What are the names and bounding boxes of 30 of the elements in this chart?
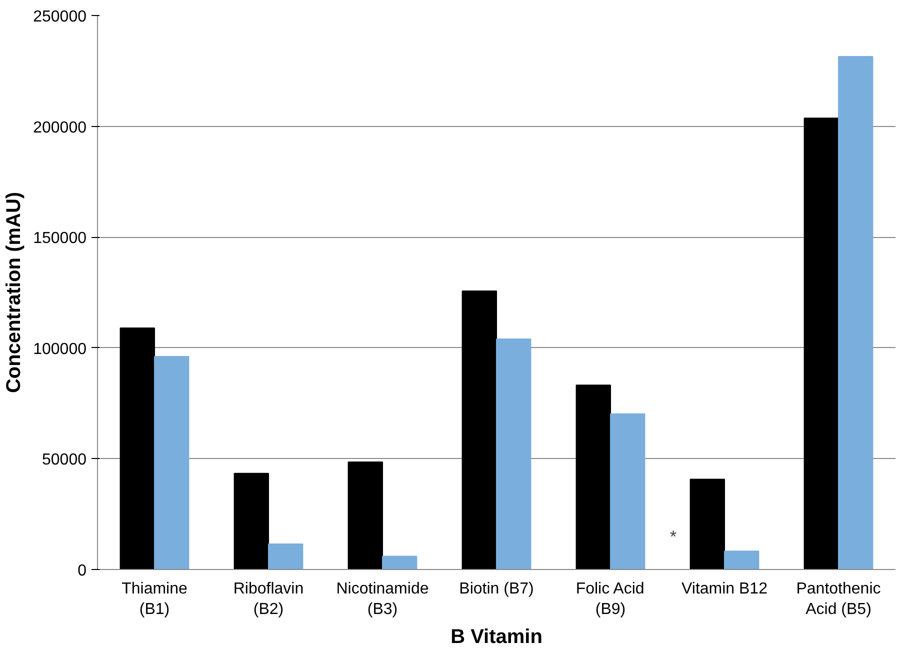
- x-tick-label: Thiamine (B1): [122, 580, 188, 618]
- bar: [154, 356, 190, 570]
- annotation: *: [670, 526, 677, 546]
- y-tick-label: 200000: [33, 119, 87, 136]
- bar: [382, 556, 418, 570]
- y-tick-label: 0: [78, 562, 87, 580]
- y-tick-label: 250000: [33, 8, 87, 26]
- x-tick-label: Vitamin B12: [682, 580, 768, 598]
- bar: [120, 327, 155, 570]
- x-tick-label: Biotin (B7): [459, 580, 534, 598]
- bar: [576, 384, 611, 570]
- bar: [268, 544, 304, 570]
- bar: [838, 56, 874, 570]
- x-tick-label: Pantothenic Acid (B5): [796, 580, 881, 618]
- x-axis-title: B Vitamin: [450, 626, 542, 648]
- bar: [348, 462, 383, 570]
- bar: [804, 118, 839, 570]
- bar: [690, 478, 725, 570]
- bar: [234, 472, 269, 570]
- y-tick-label: 150000: [33, 230, 87, 248]
- x-tick-label: Folic Acid (B9): [576, 580, 644, 618]
- bar: [496, 338, 532, 570]
- bar: [610, 413, 646, 570]
- y-axis-title: Concentration (mAU): [3, 192, 26, 394]
- x-tick-label: Riboflavin (B2): [233, 580, 304, 618]
- y-tick-label: 50000: [42, 452, 87, 469]
- y-tick-label: 100000: [33, 340, 87, 358]
- bar: [724, 550, 760, 570]
- bar: [462, 290, 497, 570]
- x-tick-label: Nicotinamide (B3): [336, 580, 429, 618]
